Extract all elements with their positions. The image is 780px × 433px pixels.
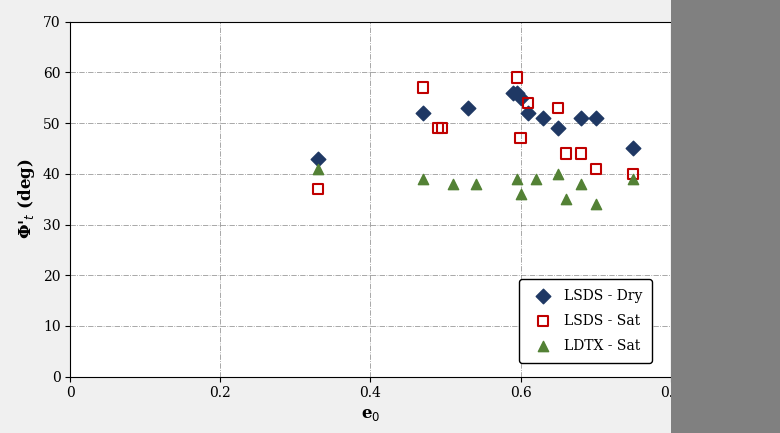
LSDS - Dry — [552, 125, 565, 132]
LSDS - Dry — [537, 115, 549, 122]
LSDS - Sat — [574, 150, 587, 157]
LSDS - Dry — [590, 115, 602, 122]
LDTX - Sat — [530, 175, 542, 182]
LSDS - Sat — [559, 150, 572, 157]
LSDS - Sat — [552, 104, 565, 111]
LDTX - Sat — [552, 170, 565, 177]
LSDS - Sat — [522, 99, 534, 106]
LSDS - Sat — [432, 125, 445, 132]
LSDS - Dry — [507, 89, 519, 96]
LSDS - Dry — [522, 110, 534, 116]
LSDS - Sat — [627, 170, 640, 177]
LDTX - Sat — [470, 181, 482, 187]
LDTX - Sat — [590, 201, 602, 208]
LSDS - Sat — [515, 135, 527, 142]
LSDS - Sat — [417, 84, 429, 91]
LSDS - Dry — [312, 155, 324, 162]
X-axis label: e$_0$: e$_0$ — [361, 406, 380, 423]
Y-axis label: Φ'$_t$ (deg): Φ'$_t$ (deg) — [16, 159, 37, 239]
LDTX - Sat — [417, 175, 429, 182]
LDTX - Sat — [515, 191, 527, 197]
LSDS - Sat — [435, 125, 448, 132]
LDTX - Sat — [312, 165, 324, 172]
LSDS - Dry — [417, 110, 429, 116]
LSDS - Sat — [312, 186, 324, 193]
LDTX - Sat — [447, 181, 459, 187]
LSDS - Dry — [462, 104, 474, 111]
LDTX - Sat — [559, 196, 572, 203]
LSDS - Dry — [511, 89, 523, 96]
LSDS - Dry — [627, 145, 640, 152]
LSDS - Dry — [574, 115, 587, 122]
LDTX - Sat — [574, 181, 587, 187]
LDTX - Sat — [511, 175, 523, 182]
LDTX - Sat — [627, 175, 640, 182]
LSDS - Sat — [511, 74, 523, 81]
Legend: LSDS - Dry, LSDS - Sat, LDTX - Sat: LSDS - Dry, LSDS - Sat, LDTX - Sat — [519, 279, 652, 363]
LSDS - Dry — [515, 94, 527, 101]
LSDS - Sat — [590, 165, 602, 172]
